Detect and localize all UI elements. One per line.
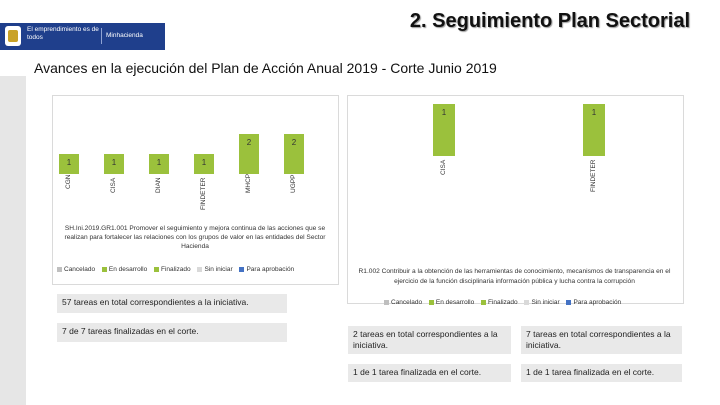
legend-para-aprobacion: Para aprobación: [566, 299, 621, 306]
coat-of-arms-icon: [5, 26, 21, 46]
bar-value-label: 1: [111, 158, 117, 167]
legend-sin-iniciar: Sin iniciar: [197, 266, 233, 273]
category-label-findeter: FINDETER: [200, 177, 207, 210]
legend-label: Para aprobación: [573, 299, 622, 306]
right-chart-legend: Cancelado En desarrollo Finalizado Sin i…: [384, 299, 626, 306]
bar-ugpp: [284, 134, 304, 174]
legend-label: Cancelado: [391, 299, 423, 306]
legend-en-desarrollo: En desarrollo: [101, 266, 148, 273]
bar-value-label: 1: [201, 158, 207, 167]
bar-findeter: [194, 154, 214, 174]
bar-cgn: [59, 154, 79, 174]
government-banner: El emprendimiento es de todos Minhaciend…: [0, 23, 165, 50]
right-description-line2: ejercicio de la función disciplinaria in…: [394, 278, 635, 285]
legend-finalizado: Finalizado: [154, 266, 191, 273]
left-chart-description: SH.Ini.2019.GR1.001 Promover el seguimie…: [64, 225, 326, 250]
header-bar: El emprendimiento es de todos Minhaciend…: [0, 0, 720, 50]
left-chart-legend: Cancelado En desarrollo Finalizado Sin i…: [57, 266, 299, 273]
legend-swatch: [239, 266, 245, 272]
legend-label: Finalizado: [488, 299, 518, 306]
legend-swatch: [524, 299, 530, 305]
left-total-tasks: 57 tareas en total correspondientes a la…: [57, 294, 287, 313]
bar-value-label: 1: [156, 158, 162, 167]
right-description-line1: R1.002 Contribuir a la obtención de las …: [358, 268, 671, 275]
category-label-dian: DIAN: [155, 177, 162, 193]
legend-en-desarrollo: En desarrollo: [428, 299, 475, 306]
bar-cisa: [433, 104, 455, 156]
bar-value-label: 2: [246, 138, 252, 147]
category-label-mhcp: MHCP: [245, 173, 252, 193]
legend-finalizado: Finalizado: [481, 299, 518, 306]
legend-label: Sin iniciar: [204, 266, 233, 273]
bar-value-label: 1: [591, 108, 597, 117]
category-label-ugpp: UGPP: [290, 174, 297, 193]
legend-swatch: [481, 299, 487, 305]
category-label-cgn: CGN: [65, 174, 72, 189]
legend-label: Sin iniciar: [531, 299, 560, 306]
legend-label: En desarrollo: [108, 266, 148, 273]
legend-swatch: [154, 266, 160, 272]
right-finalized-tasks-cisa: 1 de 1 tarea finalizada en el corte.: [348, 364, 511, 382]
slide-subtitle: Avances en la ejecución del Plan de Acci…: [34, 60, 497, 76]
bar-value-label: 1: [441, 108, 447, 117]
right-total-tasks-findeter: 7 tareas en total correspondientes a la …: [521, 326, 682, 354]
legend-swatch: [428, 299, 434, 305]
slide-title: 2. Seguimiento Plan Sectorial: [409, 10, 690, 32]
legend-para-aprobacion: Para aprobación: [239, 266, 294, 273]
right-total-tasks-cisa: 2 tareas en total correspondientes a la …: [348, 326, 511, 354]
category-label-findeter: FINDETER: [590, 159, 597, 192]
legend-swatch: [101, 266, 107, 272]
bar-mhcp: [239, 134, 259, 174]
banner-divider: [101, 28, 102, 44]
legend-cancelado: Cancelado: [384, 299, 422, 306]
bar-findeter: [583, 104, 605, 156]
legend-label: Finalizado: [161, 266, 191, 273]
legend-swatch: [566, 299, 572, 305]
legend-swatch: [57, 266, 62, 272]
legend-label: Cancelado: [64, 266, 96, 273]
right-chart-description: R1.002 Contribuir a la obtención de las …: [348, 267, 681, 287]
bar-value-label: 1: [66, 158, 72, 167]
chart-left: 1 CGN 1 CISA 1 DIAN 1 FINDETER 2 MHCP 2 UGPP SH.Ini…: [52, 95, 339, 285]
chart-right: 1 CISA 1 FINDETER R1.002 Contribuir a la ob…: [347, 95, 684, 306]
ministry-text: Minhacienda: [106, 32, 143, 39]
category-label-cisa: CISA: [110, 177, 117, 193]
legend-label: Para aprobación: [246, 266, 295, 273]
bar-value-label: 2: [291, 138, 297, 147]
legend-cancelado: Cancelado: [57, 266, 95, 273]
gov-logo-text: El emprendimiento es de todos: [27, 26, 99, 41]
left-gutter: [0, 76, 26, 405]
legend-sin-iniciar: Sin iniciar: [524, 299, 560, 306]
category-label-cisa: CISA: [440, 159, 447, 175]
legend-swatch: [197, 266, 203, 272]
legend-label: En desarrollo: [435, 299, 475, 306]
bar-dian: [149, 154, 169, 174]
legend-swatch: [384, 299, 389, 305]
right-finalized-tasks-findeter: 1 de 1 tarea finalizada en el corte.: [521, 364, 682, 382]
bar-cisa: [104, 154, 124, 174]
left-finalized-tasks: 7 de 7 tareas finalizadas en el corte.: [57, 323, 287, 342]
